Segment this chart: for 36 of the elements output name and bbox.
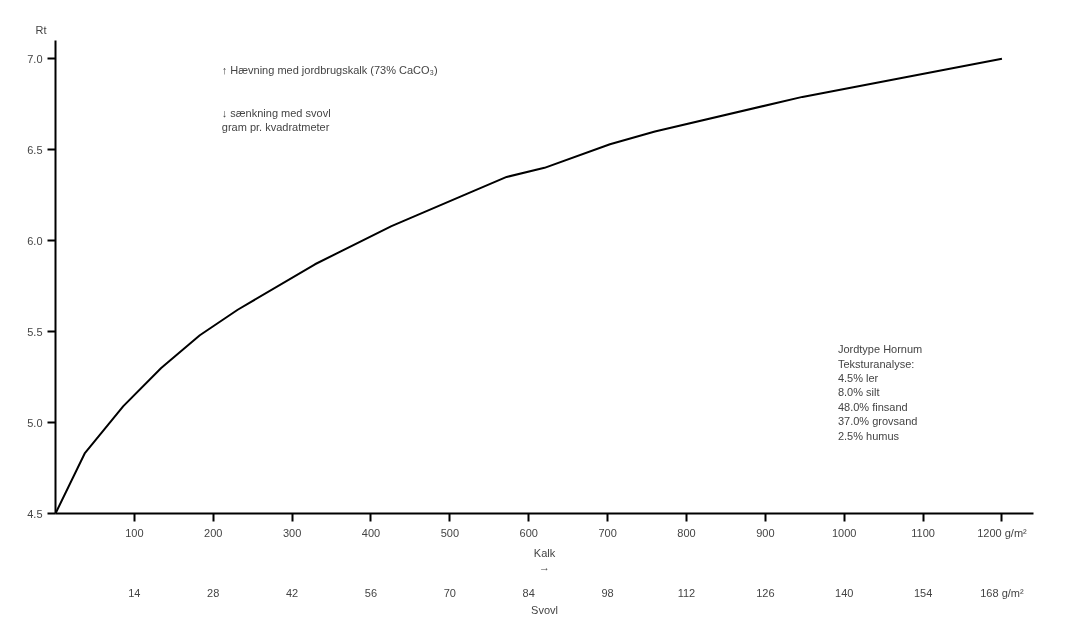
x2-tick-label: 140: [835, 586, 854, 599]
x2-tick-label: 168 g/m²: [980, 586, 1024, 599]
x2-tick-label: 28: [207, 586, 220, 599]
x2-tick-label: 56: [364, 586, 378, 599]
x-tick-label: 1000: [831, 526, 857, 539]
x2-tick-label: 126: [756, 586, 775, 599]
x2-tick-label: 42: [286, 586, 299, 599]
y-tick-label: 5.0: [27, 416, 43, 429]
x-tick-label: 200: [204, 526, 223, 539]
x2-tick-label: 84: [522, 586, 535, 599]
x2-tick-label: 98: [601, 586, 614, 599]
x-tick-label: 300: [282, 526, 302, 539]
x-tick-label: 500: [440, 526, 460, 539]
y-tick-label: 5.5: [27, 325, 43, 338]
x-axis-title: Kalk →: [533, 546, 556, 573]
x-tick-label: 1200 g/m²: [977, 526, 1028, 539]
annotation: ↑ Hævning med jordbrugskalk (73% CaCO₃): [221, 64, 438, 77]
annotation: ↓ sænkning med svovl gram pr. kvadratmeter: [221, 106, 331, 134]
y-axis-title: Rt: [35, 23, 47, 36]
x-tick-label: 900: [756, 526, 775, 539]
x2-tick-label: 154: [913, 586, 933, 599]
x-tick-label: 400: [361, 526, 381, 539]
x2-tick-label: 112: [677, 586, 696, 599]
x-tick-label: 100: [125, 526, 144, 539]
y-tick-label: 7.0: [27, 52, 43, 65]
x2-tick-label: 70: [443, 586, 456, 599]
annotation: Jordtype Hornum Teksturanalyse: 4.5% ler 8.0% silt 48.0% finsand 37.0% grovsand 2.5% humus: [837, 343, 923, 442]
x-tick-label: 700: [598, 526, 617, 539]
y-tick-label: 6.5: [27, 143, 43, 156]
x-tick-label: 600: [519, 526, 538, 539]
y-tick-label: 6.0: [27, 234, 43, 247]
x-tick-label: 1100: [911, 526, 935, 539]
y-tick-label: 4.5: [27, 507, 43, 520]
x2-axis-title: Svovl: [531, 603, 558, 616]
x-tick-label: 800: [677, 526, 696, 539]
x2-tick-label: 14: [128, 586, 141, 599]
